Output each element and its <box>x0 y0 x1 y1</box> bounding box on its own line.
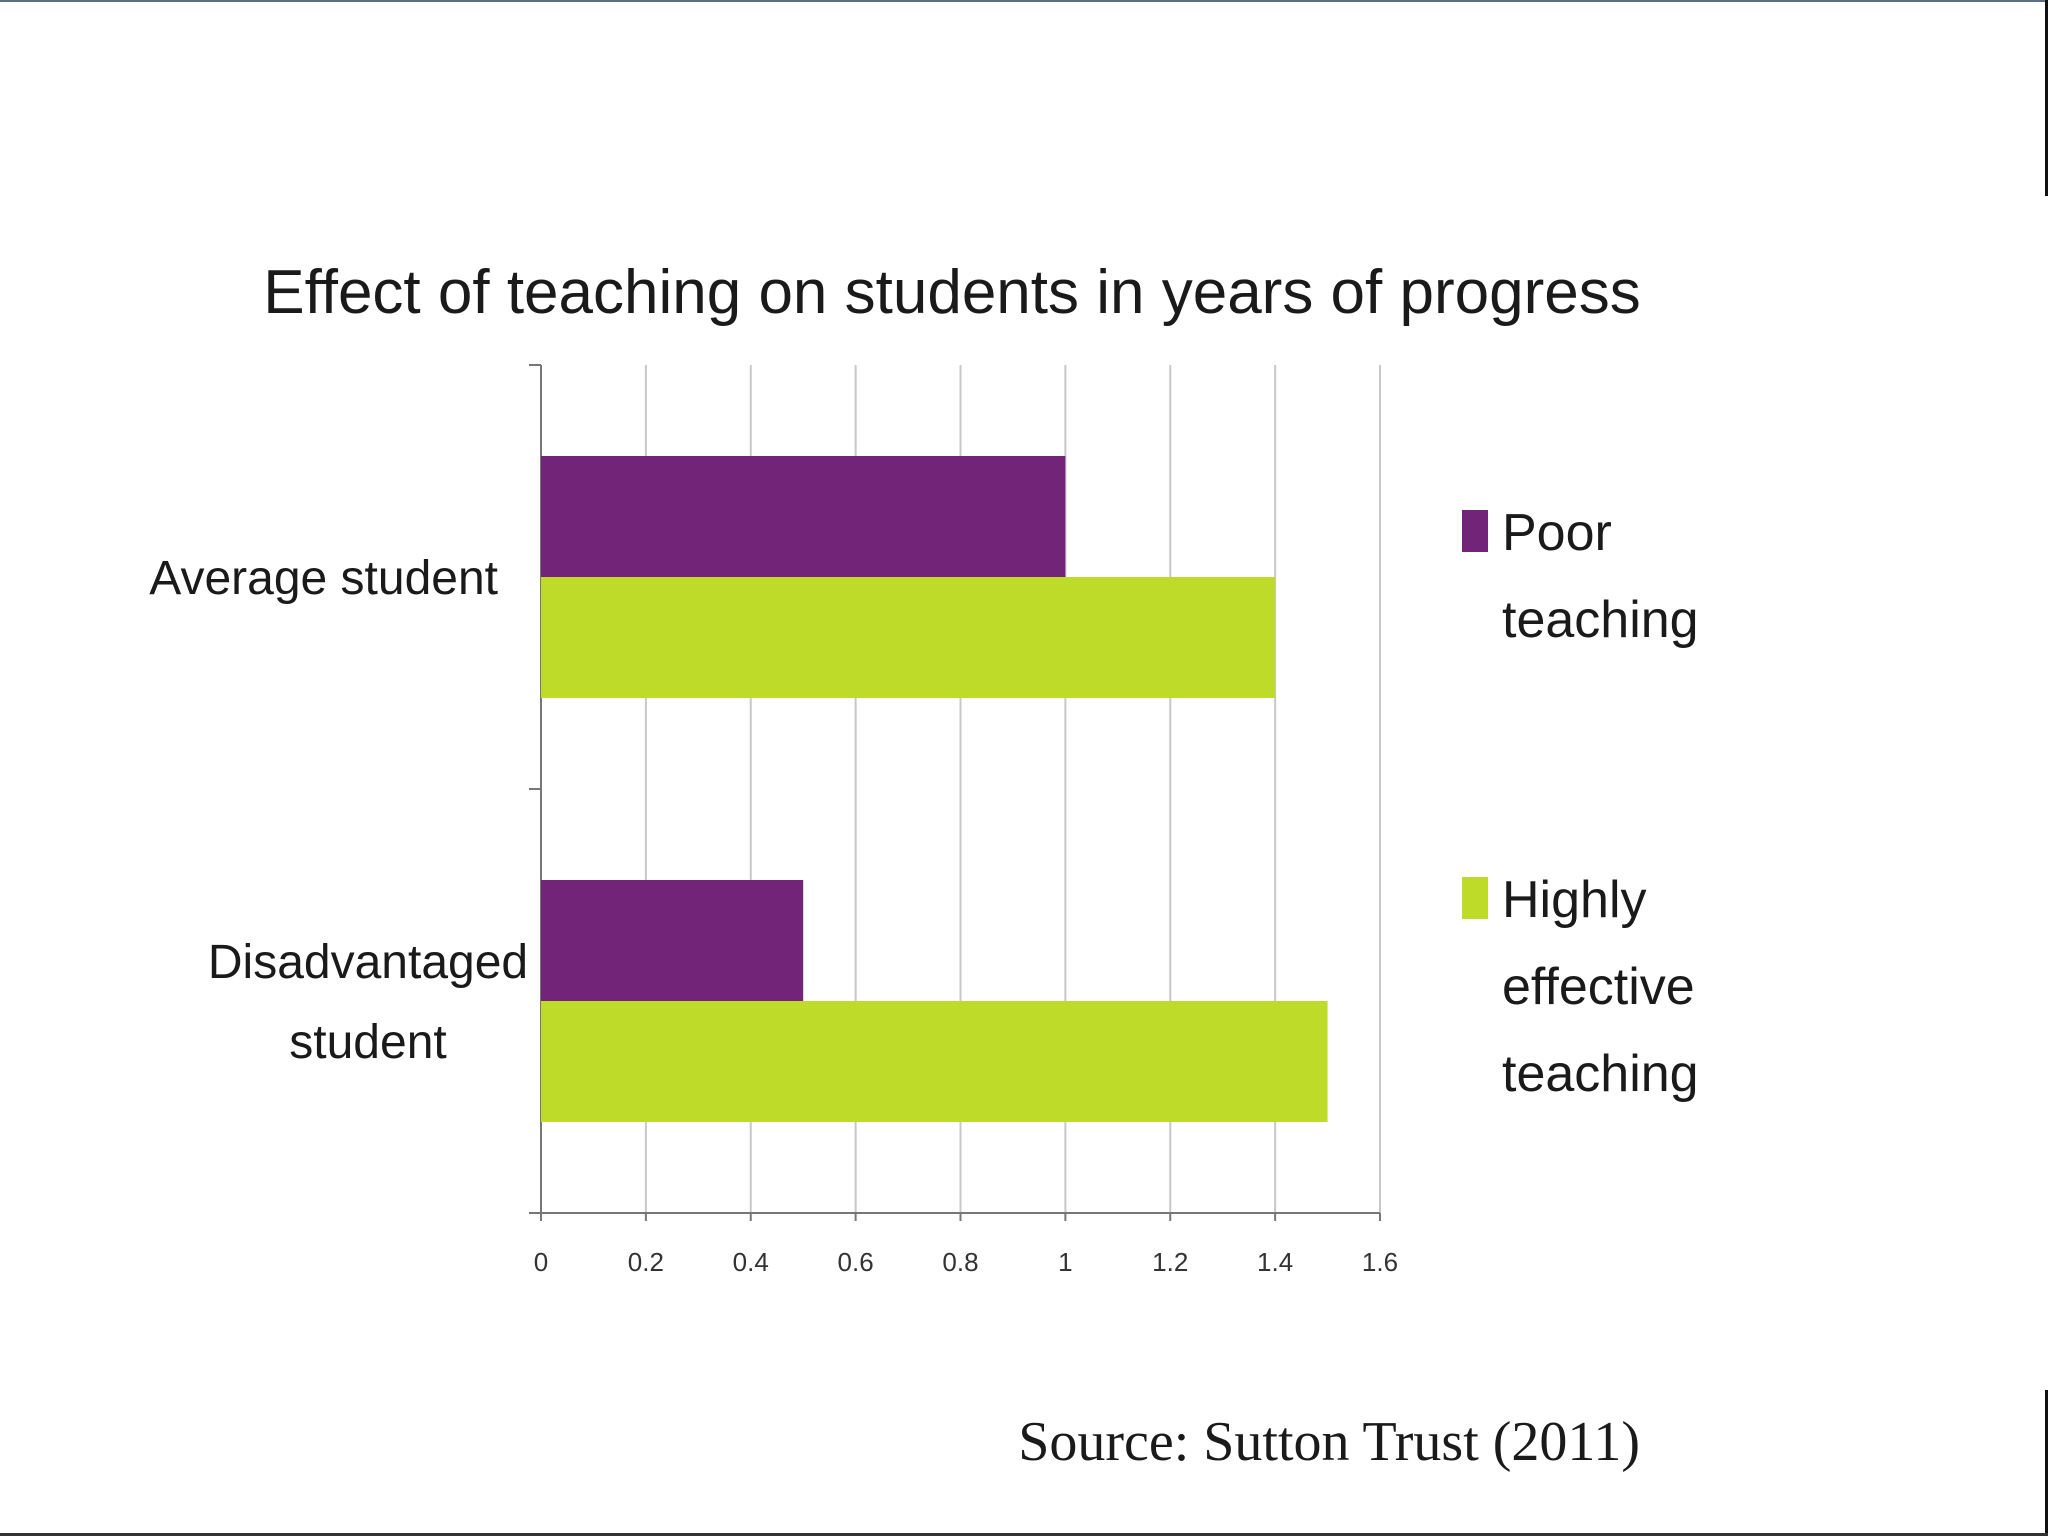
legend-label: teaching <box>1502 591 1699 649</box>
x-tick-labels: 0 0.2 0.4 0.6 0.8 1 1.2 1.4 1.6 <box>534 1247 1398 1277</box>
x-tick-label: 0.8 <box>942 1247 978 1277</box>
bar <box>541 577 1276 698</box>
legend-label: Highly <box>1502 871 1647 929</box>
x-tick-label: 1.6 <box>1362 1247 1398 1277</box>
bar <box>541 880 804 1001</box>
chart-title: Effect of teaching on students in years … <box>263 258 1640 327</box>
legend-label: effective <box>1502 958 1695 1016</box>
x-tick-label: 0.4 <box>733 1247 769 1277</box>
category-label: Average student <box>149 552 498 605</box>
legend-swatch <box>1462 877 1488 919</box>
legend-swatch <box>1462 510 1488 552</box>
x-tick-label: 1.2 <box>1152 1247 1188 1277</box>
right-edge-bottom <box>2045 1390 2048 1536</box>
x-tick-label: 1.4 <box>1257 1247 1293 1277</box>
bars <box>541 456 1328 1122</box>
legend-label: teaching <box>1502 1045 1699 1103</box>
x-tick-label: 1 <box>1058 1247 1072 1277</box>
category-labels: Average student Disadvantaged student <box>149 552 528 1069</box>
x-tick-label: 0.2 <box>628 1247 664 1277</box>
bar <box>541 456 1066 577</box>
category-label: Disadvantaged <box>208 936 528 989</box>
source-citation: Source: Sutton Trust (2011) <box>1018 1411 1640 1473</box>
top-border <box>0 0 2048 2</box>
legend-label: Poor <box>1502 504 1612 562</box>
x-tick-label: 0 <box>534 1247 548 1277</box>
bar <box>541 1001 1328 1122</box>
bottom-border <box>0 1533 2048 1536</box>
legend: Poor teaching Highly effective teaching <box>1462 504 1699 1103</box>
category-label: student <box>289 1016 446 1069</box>
x-tick-label: 0.6 <box>838 1247 874 1277</box>
right-edge-top <box>2045 0 2048 196</box>
